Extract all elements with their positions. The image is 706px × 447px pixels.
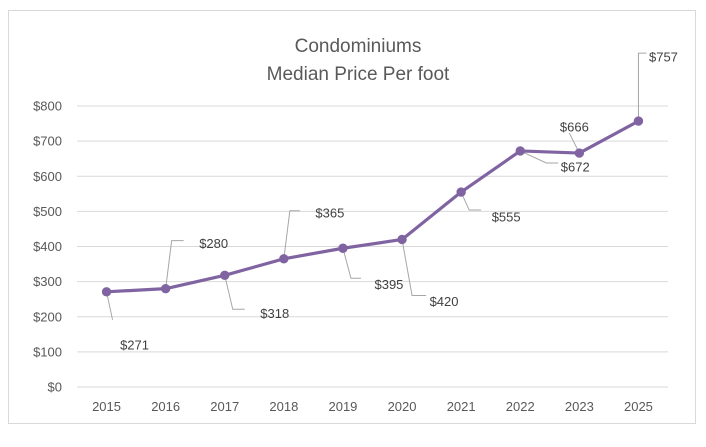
data-label-leader: [283, 210, 300, 259]
data-point: [515, 146, 525, 156]
data-point: [397, 234, 407, 245]
chart-frame: [8, 10, 696, 424]
data-label: $395: [374, 277, 403, 292]
y-tick-label: $0: [48, 380, 62, 395]
data-label: $420: [430, 294, 459, 309]
data-label-leader: [224, 275, 245, 310]
x-tick-label: 2020: [388, 399, 417, 414]
y-tick-label: $300: [33, 274, 62, 289]
data-label-leader: [460, 191, 482, 211]
x-tick-label: 2025: [624, 399, 653, 414]
data-label: $757: [649, 50, 678, 65]
x-tick-label: 2022: [506, 399, 535, 414]
y-tick-label: $700: [33, 134, 62, 149]
x-tick-label: 2019: [328, 399, 357, 414]
data-label-leader: [637, 52, 647, 122]
y-tick-label: $200: [33, 309, 62, 324]
y-tick-label: $600: [33, 169, 62, 184]
data-label: $280: [199, 236, 228, 251]
data-label-leader: [401, 239, 427, 296]
data-point: [220, 270, 230, 281]
data-label: $555: [492, 210, 521, 225]
data-label-leader: [165, 240, 184, 289]
data-label: $318: [260, 306, 289, 321]
data-label-leader: [342, 248, 361, 279]
x-tick-label: 2023: [565, 399, 594, 414]
series-line: [104, 119, 641, 294]
y-tick-label: $400: [33, 239, 62, 254]
y-tick-label: $800: [33, 99, 62, 114]
x-tick-label: 2016: [151, 399, 180, 414]
data-point: [633, 116, 644, 126]
data-label: $672: [561, 159, 590, 174]
chart-title-line-2: Median Price Per foot: [267, 64, 450, 85]
data-point: [456, 187, 466, 197]
x-tick-label: 2021: [447, 399, 476, 414]
y-tick-label: $100: [33, 344, 62, 359]
data-label: $271: [120, 337, 149, 352]
data-label-leader: [520, 150, 559, 164]
data-point: [338, 243, 348, 253]
x-tick-label: 2015: [92, 399, 121, 414]
x-tick-label: 2018: [269, 399, 298, 414]
chart-title-line-1: Condominiums: [295, 36, 422, 57]
data-label: $365: [315, 205, 344, 220]
data-label-leader: [106, 291, 114, 320]
data-point: [160, 283, 171, 294]
data-point: [574, 148, 585, 158]
y-tick-label: $500: [33, 204, 62, 219]
data-point: [101, 287, 112, 297]
data-label: $666: [560, 120, 589, 135]
data-point: [279, 254, 289, 264]
x-tick-label: 2017: [210, 399, 239, 414]
